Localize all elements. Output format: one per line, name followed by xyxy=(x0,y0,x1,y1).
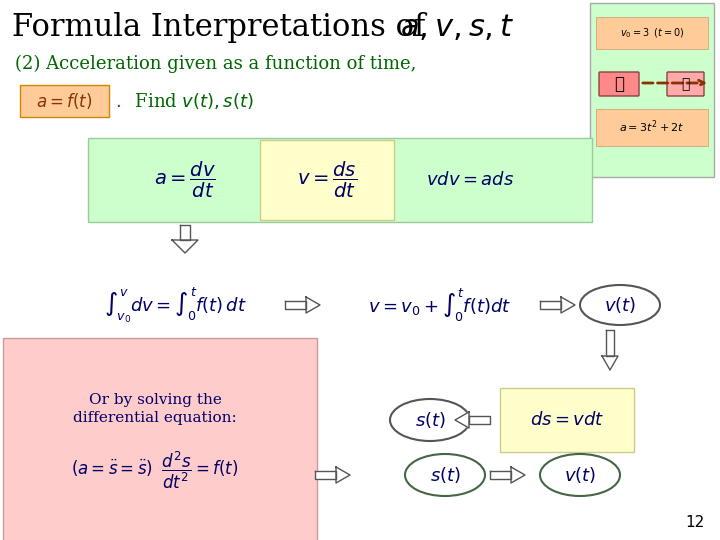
Text: $a,v,s,t$: $a,v,s,t$ xyxy=(400,12,514,43)
Text: Or by solving the: Or by solving the xyxy=(89,393,222,407)
Polygon shape xyxy=(172,240,198,253)
Text: $vdv = ads$: $vdv = ads$ xyxy=(426,171,514,189)
Text: $v(t)$: $v(t)$ xyxy=(564,465,596,485)
Text: Formula Interpretations of: Formula Interpretations of xyxy=(12,12,426,43)
Text: $v_0=3\;\;(t=0)$: $v_0=3\;\;(t=0)$ xyxy=(620,26,684,40)
Text: $\int_{v_0}^{v} dv = \int_{0}^{t} f(t)\, dt$: $\int_{v_0}^{v} dv = \int_{0}^{t} f(t)\,… xyxy=(104,286,246,325)
FancyBboxPatch shape xyxy=(500,388,634,452)
FancyBboxPatch shape xyxy=(596,17,708,49)
FancyBboxPatch shape xyxy=(260,140,394,220)
Polygon shape xyxy=(315,471,336,479)
Text: 🚗: 🚗 xyxy=(681,77,689,91)
Text: (2) Acceleration given as a function of time,: (2) Acceleration given as a function of … xyxy=(15,55,416,73)
Text: 🚗: 🚗 xyxy=(614,75,624,93)
Polygon shape xyxy=(511,467,525,483)
Polygon shape xyxy=(285,301,306,309)
Text: $s(t)$: $s(t)$ xyxy=(430,465,461,485)
Polygon shape xyxy=(306,297,320,313)
Text: $v = v_0 + \int_{0}^{t} f(t)dt$: $v = v_0 + \int_{0}^{t} f(t)dt$ xyxy=(369,286,512,323)
FancyBboxPatch shape xyxy=(3,338,317,540)
FancyBboxPatch shape xyxy=(590,3,714,177)
Text: 12: 12 xyxy=(685,515,705,530)
Polygon shape xyxy=(561,297,575,313)
Text: $a = \dfrac{dv}{dt}$: $a = \dfrac{dv}{dt}$ xyxy=(154,160,216,200)
Polygon shape xyxy=(180,225,190,240)
Text: $a = f(t)$: $a = f(t)$ xyxy=(36,91,92,111)
Text: $ds = vdt$: $ds = vdt$ xyxy=(530,411,604,429)
Polygon shape xyxy=(490,471,511,479)
Text: $.  \;$ Find $v(t), s(t)$: $. \;$ Find $v(t), s(t)$ xyxy=(115,91,253,111)
Polygon shape xyxy=(606,330,614,356)
Polygon shape xyxy=(469,416,490,424)
FancyBboxPatch shape xyxy=(20,85,109,117)
FancyBboxPatch shape xyxy=(88,138,592,222)
Polygon shape xyxy=(336,467,350,483)
Text: $v = \dfrac{ds}{dt}$: $v = \dfrac{ds}{dt}$ xyxy=(297,160,357,200)
FancyBboxPatch shape xyxy=(667,72,704,96)
Polygon shape xyxy=(455,412,469,428)
Polygon shape xyxy=(540,301,561,309)
FancyBboxPatch shape xyxy=(596,109,708,146)
Text: $v(t)$: $v(t)$ xyxy=(604,295,636,315)
FancyBboxPatch shape xyxy=(599,72,639,96)
Polygon shape xyxy=(602,356,618,370)
Text: $a = 3t^2+2t$: $a = 3t^2+2t$ xyxy=(619,119,685,136)
Text: $(a = \ddot{s} = \ddot{s})\;\; \dfrac{d^2s}{dt^2} = f(t)$: $(a = \ddot{s} = \ddot{s})\;\; \dfrac{d^… xyxy=(71,449,238,491)
Text: $s(t)$: $s(t)$ xyxy=(415,410,446,430)
Text: differential equation:: differential equation: xyxy=(73,411,237,425)
